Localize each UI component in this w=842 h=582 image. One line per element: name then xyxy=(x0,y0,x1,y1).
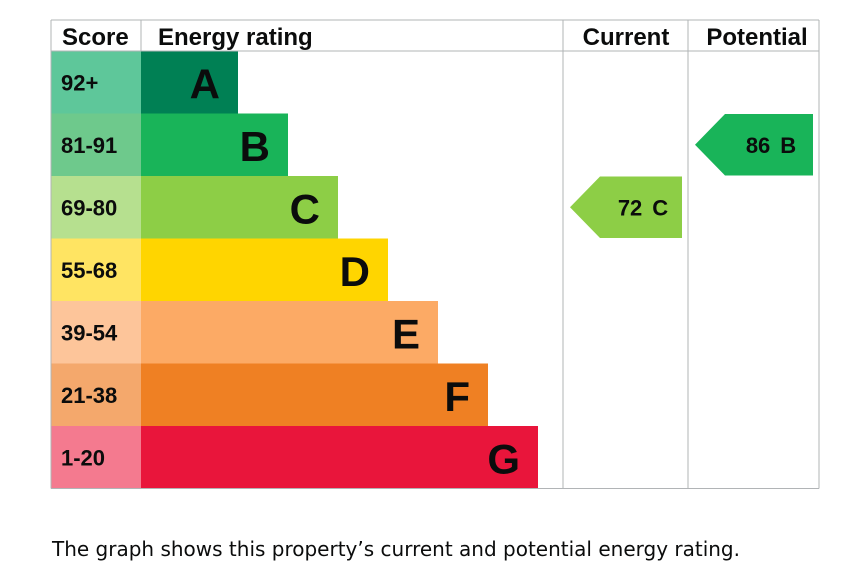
rating-band-c xyxy=(141,176,338,239)
score-range-c: 69-80 xyxy=(61,195,117,220)
rating-band-b xyxy=(141,113,288,176)
score-cell-a xyxy=(51,51,141,114)
band-letter-c: C xyxy=(290,185,320,232)
rating-band-a xyxy=(141,51,238,114)
score-header: Score xyxy=(62,24,129,51)
potential-rating-label: 86 B xyxy=(746,133,796,158)
score-range-f: 21-38 xyxy=(61,383,117,408)
potential-rating-arrow xyxy=(695,114,813,176)
current-band: C xyxy=(652,195,668,220)
score-range-g: 1-20 xyxy=(61,445,105,470)
rating-band-f xyxy=(141,363,488,426)
potential-header: Potential xyxy=(706,24,807,51)
score-range-b: 81-91 xyxy=(61,133,117,158)
band-letter-b: B xyxy=(240,123,270,170)
potential-band: B xyxy=(780,133,796,158)
current-rating-label: 72 C xyxy=(618,195,668,220)
current-header: Current xyxy=(583,24,670,51)
band-letter-f: F xyxy=(444,373,470,420)
score-cell-d xyxy=(51,238,141,301)
rating-band-d xyxy=(141,238,388,301)
current-score: 72 xyxy=(618,195,642,220)
band-letter-a: A xyxy=(190,60,220,107)
band-letter-d: D xyxy=(340,248,370,295)
score-cell-f xyxy=(51,363,141,426)
energy-rating-header: Energy rating xyxy=(158,24,313,51)
band-letter-e: E xyxy=(392,310,420,357)
score-cell-c xyxy=(51,176,141,239)
score-range-e: 39-54 xyxy=(61,320,118,345)
score-cell-b xyxy=(51,113,141,176)
chart-caption: The graph shows this property’s current … xyxy=(52,537,740,561)
current-rating-arrow xyxy=(570,176,682,238)
score-range-a: 92+ xyxy=(61,70,98,95)
potential-score: 86 xyxy=(746,133,770,158)
rating-band-g xyxy=(141,426,538,489)
epc-chart: 92+ A81-91 B69-80 C55-68 D39-54 E21-38 F1-20 G … xyxy=(50,19,820,489)
score-cell-e xyxy=(51,301,141,364)
score-cell-g xyxy=(51,426,141,489)
score-range-d: 55-68 xyxy=(61,258,117,283)
rating-band-e xyxy=(141,301,438,364)
band-letter-g: G xyxy=(487,435,520,482)
